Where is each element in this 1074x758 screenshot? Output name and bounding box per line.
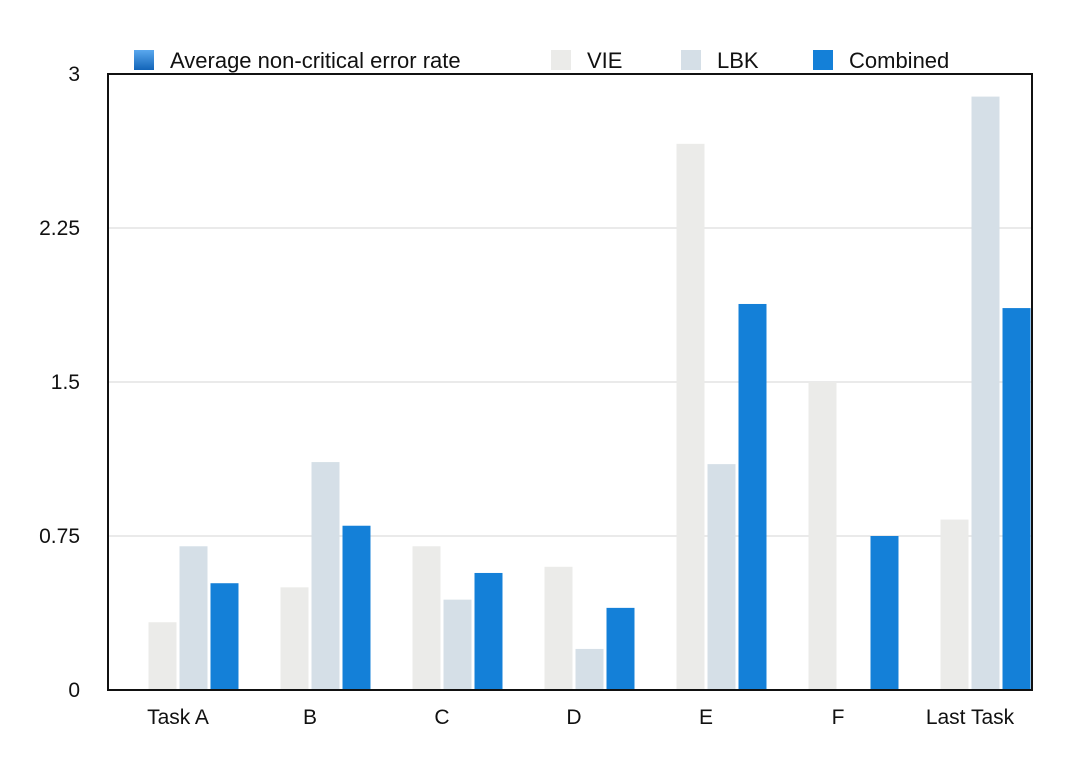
x-tick-label: F [832,706,845,729]
x-tick-label: D [566,706,581,729]
bar-combined-e [738,303,767,690]
bar-vie-c [412,546,441,690]
bar-vie-d [544,566,573,690]
bar-lbk-task-a [179,546,208,690]
y-axis-ticks: 0 0.75 1.5 2.25 3 [39,63,80,702]
bar-combined-d [606,607,635,690]
grid-lines [108,227,1032,537]
legend-swatch [813,50,833,70]
y-tick-label: 2.25 [39,217,80,240]
y-tick-label: 3 [68,63,80,86]
bar-lbk-b [311,462,340,690]
bar-lbk-c [443,599,472,690]
bar-lbk-e [707,464,736,690]
x-tick-label: C [434,706,449,729]
bar-combined-c [474,572,503,690]
bar-vie-last-task [940,519,969,690]
legend-label: Combined [849,48,949,73]
bar-combined-last-task [1002,308,1031,690]
legend-swatch [681,50,701,70]
bar-vie-task-a [148,622,177,690]
legend: Average non-critical error rate VIE LBK Com… [134,48,949,73]
legend-label: LBK [717,48,759,73]
legend-swatch [134,50,154,70]
plot-frame [107,73,1033,691]
bar-vie-f [808,382,837,690]
x-tick-label: Task A [147,706,209,729]
x-tick-label: E [699,706,713,729]
y-tick-label: 1.5 [51,371,80,394]
y-tick-label: 0 [68,679,80,702]
bars [117,96,1031,690]
bar-vie-e [676,143,705,690]
bar-combined-f [870,536,899,690]
bar-vie-b [280,587,309,690]
bar-combined-b [342,525,371,690]
bar-lbk-d [575,648,604,690]
x-tick-label: Last Task [926,706,1015,729]
y-tick-label: 0.75 [39,525,80,548]
legend-swatch [551,50,571,70]
x-axis-ticks: Task A B C D E F Last Task [147,706,1015,729]
bar-lbk-last-task [971,96,1000,690]
bar-combined-task-a [210,583,239,690]
x-tick-label: B [303,706,317,729]
legend-label: VIE [587,48,622,73]
legend-label: Average non-critical error rate [170,48,461,73]
